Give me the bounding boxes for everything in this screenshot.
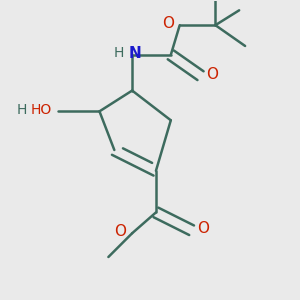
Text: O: O (114, 224, 126, 239)
Text: H: H (17, 103, 27, 117)
Text: O: O (206, 67, 218, 82)
Text: O: O (162, 16, 174, 31)
Text: N: N (129, 46, 142, 61)
Text: HO: HO (31, 103, 52, 117)
Text: O: O (197, 221, 209, 236)
Text: H: H (114, 46, 124, 60)
